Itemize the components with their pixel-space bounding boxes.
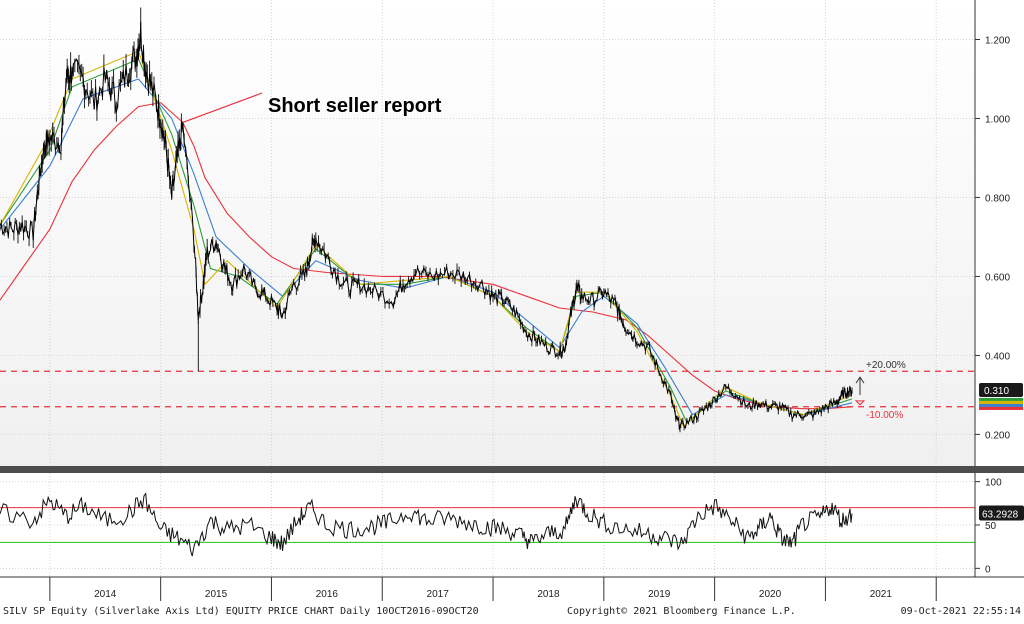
oscillator-last-pill — [979, 505, 1024, 521]
reference-line-label: +20.00% — [866, 360, 906, 371]
price-panel-bg — [0, 0, 975, 466]
year-tick-label: 2017 — [427, 589, 450, 600]
year-tick-label: 2020 — [759, 589, 782, 600]
year-tick-label: 2014 — [94, 589, 117, 600]
price-tick-label: 0.600 — [985, 272, 1010, 283]
footer-left: SILV SP Equity (Silverlake Axis Ltd) EQU… — [3, 606, 479, 617]
oscillator-tick-label: 100 — [985, 478, 1002, 489]
year-tick-label: 2019 — [648, 589, 671, 600]
axis-area — [975, 0, 1024, 577]
price-tick-label: 1.000 — [985, 114, 1010, 125]
price-tick-label: 0.400 — [985, 351, 1010, 362]
year-tick-label: 2015 — [205, 589, 228, 600]
down-target-arrow — [854, 400, 866, 406]
price-tick-label: 0.800 — [985, 193, 1010, 204]
ma-long-pill — [979, 406, 1023, 410]
panel-divider[interactable] — [0, 466, 1024, 473]
last-price-pill — [979, 382, 1023, 397]
ma-short-pill — [979, 397, 1023, 401]
year-tick-label: 2021 — [870, 589, 893, 600]
moving-average-long-line — [0, 102, 853, 410]
year-tick-label: 2016 — [316, 589, 339, 600]
annotation-leader-line — [182, 92, 263, 123]
oscillator-tick-label: 0 — [985, 564, 991, 575]
up-target-arrow — [855, 376, 865, 395]
last-price-value: 0.310 — [984, 386, 1009, 397]
footer-center: Copyright© 2021 Bloomberg Finance L.P. — [567, 606, 796, 617]
price-line — [0, 21, 853, 430]
ma-fast-pill — [979, 400, 1023, 404]
year-tick-label: 2018 — [537, 589, 560, 600]
price-tick-label: 0.200 — [985, 430, 1010, 441]
reference-line-label: -10.00% — [866, 410, 903, 421]
price-tick-label: 1.200 — [985, 35, 1010, 46]
ma-mid-pill — [979, 403, 1023, 407]
footer-right: 09-Oct-2021 22:55:14 — [901, 606, 1021, 617]
oscillator-last-value: 63.2928 — [982, 509, 1019, 520]
annotation-label: Short seller report — [268, 95, 442, 117]
oscillator-line — [0, 492, 853, 557]
oscillator-tick-label: 50 — [985, 521, 997, 532]
